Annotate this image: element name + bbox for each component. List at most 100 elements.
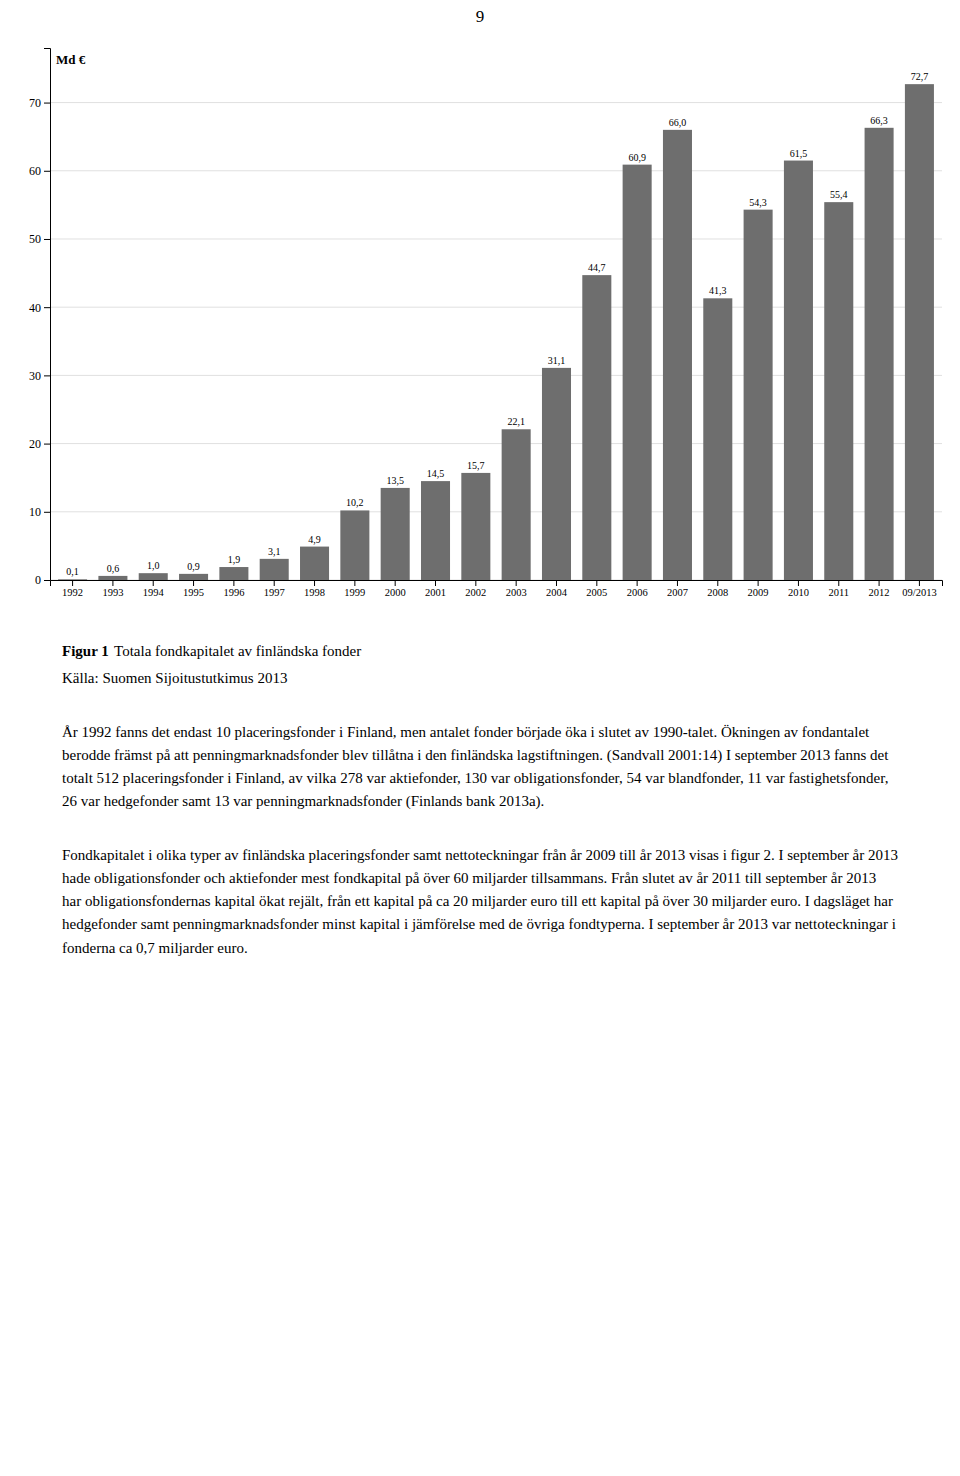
y-tick-mark — [44, 171, 50, 172]
y-tick-label: 40 — [29, 301, 41, 315]
figure-caption-line: Figur 1 Totala fondkapitalet av finländsk… — [62, 640, 898, 663]
x-tick: 1992 — [62, 580, 83, 598]
x-tick-label: 2009 — [748, 587, 769, 598]
x-tick-label: 2012 — [869, 587, 890, 598]
x-tick-label: 2001 — [425, 587, 446, 598]
y-axis-line — [44, 49, 51, 581]
data-label: 10,2 — [346, 497, 364, 508]
x-tick: 2012 — [869, 580, 890, 598]
x-tick: 1997 — [264, 580, 285, 598]
figure-caption: Totala fondkapitalet av finländska fonde… — [114, 643, 361, 659]
x-tick-mark — [879, 580, 880, 586]
y-tick-mark — [44, 375, 50, 376]
y-tick: 60 — [29, 164, 50, 178]
figure-label: Figur 1 — [62, 643, 109, 659]
bar — [98, 576, 127, 580]
y-tick-mark — [44, 580, 50, 581]
bar — [542, 368, 571, 580]
page-number: 9 — [476, 7, 485, 26]
y-axis-label: Md € — [56, 52, 86, 67]
x-tick-mark — [112, 580, 113, 586]
x-tick: 1995 — [183, 580, 204, 598]
grid — [50, 103, 942, 580]
x-tick-label: 2002 — [465, 587, 486, 598]
x-tick: 2010 — [788, 580, 809, 598]
x-tick-mark — [354, 580, 355, 586]
x-tick-mark — [193, 580, 194, 586]
bar — [260, 559, 289, 580]
data-label: 4,9 — [308, 534, 321, 545]
plot: 0,10,61,00,91,93,14,910,213,514,515,722,… — [29, 49, 943, 599]
data-label: 60,9 — [628, 152, 646, 163]
bar — [421, 481, 450, 580]
x-tick-mark — [838, 580, 839, 586]
data-label: 0,9 — [187, 561, 200, 572]
bar — [58, 579, 87, 580]
x-tick: 2001 — [425, 580, 446, 598]
x-tick-label: 1997 — [264, 587, 285, 598]
y-tick-mark — [44, 307, 50, 308]
data-label: 66,0 — [669, 117, 687, 128]
data-label: 3,1 — [268, 546, 281, 557]
bar — [219, 567, 248, 580]
y-tick-label: 50 — [29, 232, 41, 246]
x-tick: 2008 — [707, 580, 728, 598]
bar — [300, 547, 329, 580]
source-line: Källa: Suomen Sijoitustutkimus 2013 — [62, 667, 898, 690]
x-tick-mark — [556, 580, 557, 586]
x-tick-mark — [72, 580, 73, 586]
x-tick-mark — [475, 580, 476, 586]
x-tick-mark — [677, 580, 678, 586]
x-tick-label: 1993 — [102, 587, 123, 598]
x-tick: 1996 — [223, 580, 244, 598]
bar — [824, 202, 853, 580]
bar — [905, 84, 934, 580]
data-label: 13,5 — [386, 475, 404, 486]
bar — [744, 210, 773, 580]
x-tick-label: 1995 — [183, 587, 204, 598]
x-tick-mark — [153, 580, 154, 586]
x-tick-mark — [395, 580, 396, 586]
paragraph: Fondkapitalet i olika typer av finländsk… — [62, 844, 898, 960]
x-tick-mark — [717, 580, 718, 586]
data-label: 0,1 — [66, 566, 79, 577]
x-tick: 2002 — [465, 580, 486, 598]
data-label: 41,3 — [709, 285, 727, 296]
bar — [703, 298, 732, 580]
x-tick-label: 1996 — [223, 587, 244, 598]
y-tick: 70 — [29, 96, 50, 110]
data-label: 61,5 — [790, 148, 808, 159]
y-tick: 20 — [29, 437, 50, 451]
x-tick-label: 1992 — [62, 587, 83, 598]
y-axis: 010203040506070 — [29, 49, 51, 588]
chart: 90,10,61,00,91,93,14,910,213,514,515,722… — [0, 0, 960, 625]
text-section: Figur 1 Totala fondkapitalet av finländsk… — [62, 640, 898, 960]
y-tick: 40 — [29, 301, 50, 315]
x-tick: 2006 — [627, 580, 648, 598]
x-tick-label: 2011 — [828, 587, 849, 598]
x-tick-label: 2010 — [788, 587, 809, 598]
x-tick-label: 1999 — [344, 587, 365, 598]
x-tick-label: 2005 — [586, 587, 607, 598]
y-tick-label: 10 — [29, 505, 41, 519]
x-axis-line — [51, 581, 943, 587]
x-tick: 2007 — [667, 580, 688, 598]
bar — [461, 473, 490, 580]
x-tick: 2000 — [385, 580, 406, 598]
x-tick: 2003 — [506, 580, 527, 598]
x-tick: 09/2013 — [902, 580, 936, 598]
data-label: 55,4 — [830, 189, 848, 200]
y-tick-label: 70 — [29, 96, 41, 110]
data-label: 22,1 — [507, 416, 524, 427]
y-tick-mark — [44, 444, 50, 445]
bar — [502, 429, 531, 580]
y-tick-mark — [44, 239, 50, 240]
x-tick-mark — [798, 580, 799, 586]
y-tick-label: 60 — [29, 164, 41, 178]
x-tick-mark — [516, 580, 517, 586]
x-tick-mark — [596, 580, 597, 586]
x-tick: 2009 — [748, 580, 769, 598]
x-tick-label: 2000 — [385, 587, 406, 598]
x-tick-label: 2006 — [627, 587, 648, 598]
x-tick-label: 1998 — [304, 587, 325, 598]
